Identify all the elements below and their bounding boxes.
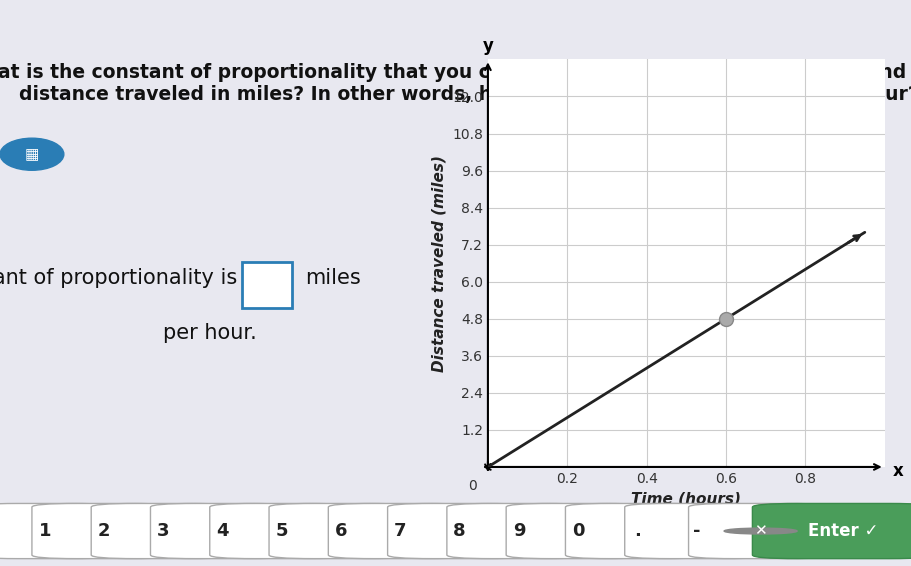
Text: 6: 6 [334,522,347,540]
Text: .: . [633,522,640,540]
Text: 8: 8 [453,522,466,540]
FancyBboxPatch shape [565,504,709,559]
X-axis label: Time (hours): Time (hours) [630,491,741,507]
Circle shape [0,138,64,170]
FancyBboxPatch shape [241,262,292,308]
Circle shape [723,528,796,534]
Text: Enter ✓: Enter ✓ [807,522,878,540]
FancyBboxPatch shape [269,504,413,559]
Text: 2: 2 [97,522,110,540]
FancyBboxPatch shape [328,504,472,559]
FancyBboxPatch shape [752,504,911,559]
Text: What is the constant of proportionality that you can multiply the time in hours : What is the constant of proportionality … [0,63,911,104]
Text: per hour.: per hour. [163,323,256,343]
Text: 4: 4 [216,522,229,540]
FancyBboxPatch shape [624,504,768,559]
Text: y: y [482,37,493,55]
Text: 0: 0 [571,522,584,540]
FancyBboxPatch shape [446,504,590,559]
Text: 9: 9 [512,522,525,540]
Text: miles: miles [305,268,361,288]
FancyBboxPatch shape [32,504,176,559]
FancyBboxPatch shape [91,504,235,559]
Text: -: - [692,522,700,540]
FancyBboxPatch shape [688,504,832,559]
Text: x: x [892,462,902,480]
Text: 7: 7 [394,522,406,540]
FancyBboxPatch shape [150,504,294,559]
FancyBboxPatch shape [210,504,353,559]
Text: 1: 1 [38,522,51,540]
Y-axis label: Distance traveled (miles): Distance traveled (miles) [431,155,446,372]
Text: 3: 3 [157,522,169,540]
FancyBboxPatch shape [387,504,531,559]
Text: ✕: ✕ [753,524,766,539]
Text: 5: 5 [275,522,288,540]
FancyBboxPatch shape [506,504,650,559]
Text: The constant of proportionality is: The constant of proportionality is [0,268,237,288]
FancyBboxPatch shape [0,504,117,559]
Text: ▦: ▦ [25,147,39,162]
Text: 0: 0 [467,479,476,493]
